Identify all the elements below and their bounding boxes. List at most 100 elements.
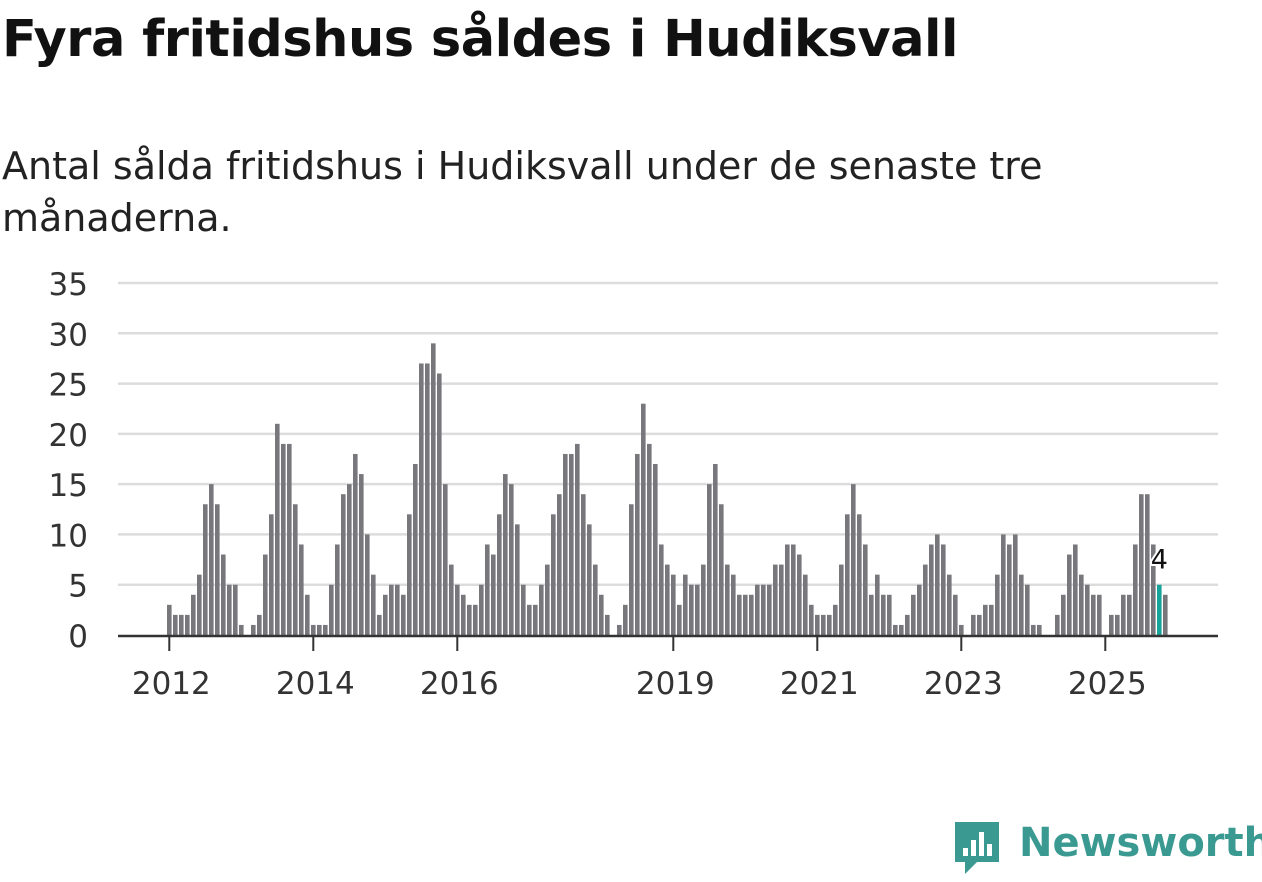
bar [515,524,520,635]
bar [749,594,754,635]
bar [773,564,778,635]
bar [239,624,244,635]
bar [233,584,238,635]
bar [1091,594,1096,635]
bar [563,453,568,635]
bar [959,624,964,635]
bar [1151,544,1156,635]
bar [995,574,1000,635]
bar [677,604,682,635]
bar [953,594,958,635]
bar [317,624,322,635]
bar [305,594,310,635]
bar [665,564,670,635]
gridlines [118,281,1218,586]
bar [683,574,688,635]
y-tick-label: 25 [49,368,88,404]
bar [977,614,982,635]
bar [587,524,592,635]
bar [227,584,232,635]
annotations: 4 [1149,543,1170,578]
bar [413,464,418,635]
bar [437,373,442,635]
bar [887,594,892,635]
bar [329,584,334,635]
bar [803,574,808,635]
bar [761,584,766,635]
bar [1145,494,1150,635]
bar [467,604,472,635]
y-tick-label: 5 [68,569,88,605]
x-tick-label: 2023 [924,666,1003,702]
bar [725,564,730,635]
bar [503,474,508,635]
bar [335,544,340,635]
bar [395,584,400,635]
bar [1115,614,1120,635]
bar [671,574,676,635]
bar [359,474,364,635]
bar [215,504,220,635]
bar [371,574,376,635]
bar [461,594,466,635]
bar [269,514,274,635]
bar [917,584,922,635]
bar [809,604,814,635]
bar [497,514,502,635]
bar [605,614,610,635]
bar [527,604,532,635]
bar [485,544,490,635]
bar [743,594,748,635]
bar [1037,624,1042,635]
value-label: 4 [1151,545,1168,576]
bar [635,453,640,635]
y-tick-label: 10 [49,518,88,554]
bar [941,544,946,635]
bar [833,604,838,635]
bar [209,484,214,635]
x-tick-label: 2021 [780,666,859,702]
bar [407,514,412,635]
bar [1085,584,1090,635]
bar [299,544,304,635]
bar [1067,554,1072,635]
bar [1163,594,1168,635]
bar [431,343,436,635]
bar [1007,544,1012,635]
brand-name: Newsworthy [1019,820,1262,866]
x-tick-label: 2019 [636,666,715,702]
bar [629,504,634,635]
bar [797,554,802,635]
newsworthy-logo: Newsworthy [951,818,1262,878]
x-axis: 2012 2014 2016 2019 2021 2023 2025 [118,634,1218,702]
bar [173,614,178,635]
bar [701,564,706,635]
bar [1031,624,1036,635]
bar [425,363,430,635]
bar [263,554,268,635]
bar [1097,594,1102,635]
bar [947,574,952,635]
bar [647,443,652,635]
bar [311,624,316,635]
bar [839,564,844,635]
bar [545,564,550,635]
x-tick-label: 2025 [1068,666,1147,702]
bar [971,614,976,635]
chart-subtitle: Antal sålda fritidshus i Hudiksvall unde… [2,144,1043,240]
bar [767,584,772,635]
bar [287,443,292,635]
bar [323,624,328,635]
bar [755,584,760,635]
bar-highlight [1157,584,1162,635]
bar [1079,574,1084,635]
y-tick-label: 35 [49,267,88,303]
bar [1001,534,1006,635]
bar [281,443,286,635]
bar [821,614,826,635]
bar [473,604,478,635]
bar [1109,614,1114,635]
bar [521,584,526,635]
bar [731,574,736,635]
